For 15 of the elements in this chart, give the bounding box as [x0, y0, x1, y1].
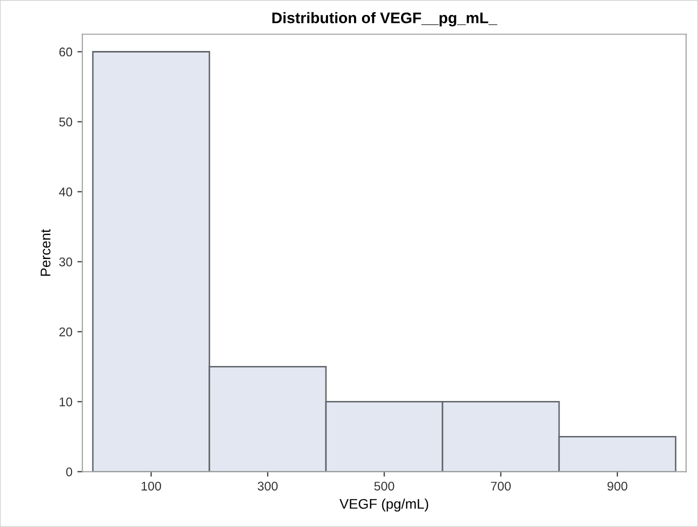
x-tick-label: 900 [608, 482, 628, 491]
y-tick-label: 20 [59, 327, 72, 336]
y-tick-label: 30 [59, 258, 72, 266]
y-tick-label: 10 [60, 397, 72, 406]
x-axis-title: VEGF (pg/mL) [340, 498, 428, 512]
x-tick-label: 700 [491, 482, 511, 491]
y-axis-title: Percent [40, 229, 50, 276]
chart-title: Distribution of VEGF__pg_mL_ [272, 12, 498, 26]
x-tick-label: 300 [258, 482, 278, 491]
x-tick-label: 100 [142, 482, 162, 491]
y-tick-label: 60 [59, 48, 72, 56]
y-tick-label: 50 [59, 118, 72, 126]
y-tick-label: 0 [66, 467, 72, 476]
x-tick-label: 500 [374, 482, 394, 491]
y-tick-label: 40 [59, 188, 72, 196]
